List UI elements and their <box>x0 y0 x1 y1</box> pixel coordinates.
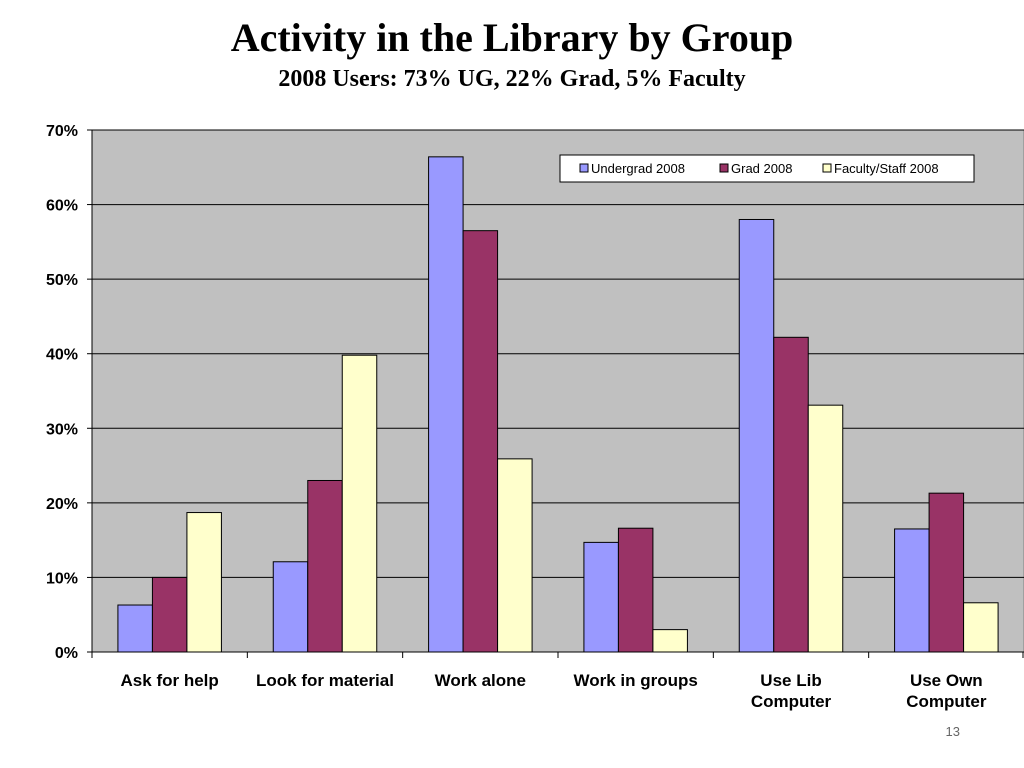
x-category-label: Work alone <box>435 671 526 690</box>
x-category-label: Computer <box>751 692 832 711</box>
plot-area <box>91 129 1024 653</box>
bar-faculty-staff-2008-4 <box>807 404 844 653</box>
x-category-label: Ask for help <box>121 671 219 690</box>
legend-box <box>559 154 975 183</box>
bar-faculty-staff-2008-3 <box>652 629 688 653</box>
bar-undergrad-2008-5 <box>894 528 930 653</box>
bar-grad-2008-4 <box>773 336 809 653</box>
bar-grad-2008-0 <box>151 576 188 653</box>
bar-faculty-staff-2008-0 <box>186 512 222 653</box>
y-tick-label: 50% <box>46 272 78 289</box>
bar-faculty-staff-2008-1 <box>341 354 378 653</box>
y-tick-label: 30% <box>46 421 78 438</box>
bar-undergrad-2008-2 <box>428 156 464 653</box>
y-tick-label: 60% <box>46 198 78 215</box>
slide-title: Activity in the Library by Group <box>230 15 794 60</box>
bars <box>117 156 999 653</box>
y-tick-label: 20% <box>46 496 78 513</box>
plot-background <box>91 129 1024 653</box>
x-category-label: Use Own <box>910 671 983 690</box>
bar-undergrad-2008-1 <box>272 561 309 653</box>
axes: 0% 10% 20% 30% 40% 50% 60% 70% Ask for help Look … <box>46 123 1024 711</box>
page-number: 13 <box>945 724 960 739</box>
x-category-label: Computer <box>906 692 987 711</box>
legend-swatch <box>579 163 589 173</box>
x-category-label: Look for material <box>256 671 394 690</box>
y-tick-label: 70% <box>46 123 78 140</box>
x-category-label: Work in groups <box>573 671 697 690</box>
x-category-label: Use Lib <box>760 671 821 690</box>
bar-faculty-staff-2008-2 <box>497 458 533 653</box>
bar-undergrad-2008-3 <box>583 541 619 653</box>
bar-grad-2008-5 <box>928 492 965 653</box>
bar-undergrad-2008-0 <box>117 604 153 653</box>
bar-faculty-staff-2008-5 <box>963 602 999 653</box>
legend-swatch <box>822 163 832 173</box>
slide-subtitle: 2008 Users: 73% UG, 22% Grad, 5% Faculty <box>278 66 746 92</box>
legend-label: Grad 2008 <box>731 161 792 176</box>
bar-undergrad-2008-4 <box>738 218 775 653</box>
bar-grad-2008-3 <box>617 527 654 653</box>
legend: Undergrad 2008 Grad 2008 Faculty/Staff 200… <box>559 154 975 183</box>
y-tick-label: 10% <box>46 570 78 587</box>
y-tick-label: 0% <box>55 645 78 662</box>
legend-swatch <box>719 163 729 173</box>
bar-grad-2008-1 <box>307 479 343 653</box>
bar-grad-2008-2 <box>462 230 499 653</box>
y-tick-label: 40% <box>46 347 78 364</box>
legend-label: Undergrad 2008 <box>591 161 685 176</box>
legend-label: Faculty/Staff 2008 <box>834 161 939 176</box>
